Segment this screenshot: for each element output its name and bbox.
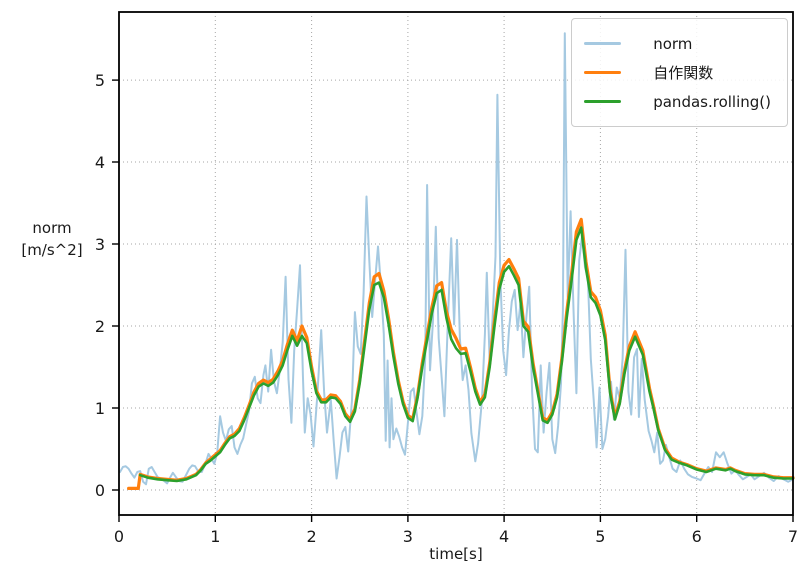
y-axis-label: norm [m/s^2] [4,217,100,261]
x-axis-label: time[s] [429,545,483,563]
legend-label: pandas.rolling() [653,92,771,111]
x-tick-label: 5 [595,527,605,546]
y-tick-label: 0 [95,481,105,500]
x-tick-label: 6 [692,527,702,546]
x-tick-label: 4 [499,527,509,546]
x-tick-label: 3 [403,527,413,546]
x-tick-label: 2 [307,527,317,546]
y-tick-label: 3 [95,235,105,254]
y-tick-label: 2 [95,317,105,336]
x-tick-label: 7 [788,527,798,546]
series-line-0 [119,32,794,486]
y-tick-label: 1 [95,399,105,418]
legend-line-swatch [584,71,622,74]
legend: norm 自作関数 pandas.rolling() [571,18,788,127]
legend-item: pandas.rolling() [584,87,771,116]
legend-label: 自作関数 [653,64,714,82]
legend-item: norm [584,29,771,58]
axes-spines [118,11,794,516]
legend-label: norm [653,34,693,53]
legend-item: 自作関数 [584,58,771,87]
y-axis-label-line1: norm [32,219,72,237]
y-axis-label-line2: [m/s^2] [21,241,83,259]
x-tick-label: 1 [210,527,220,546]
x-tick-label: 0 [114,527,124,546]
series-line-2 [138,226,795,483]
y-tick-label: 4 [95,153,105,172]
legend-line-swatch [584,42,622,45]
legend-line-swatch [584,100,622,103]
y-tick-label: 5 [95,71,105,90]
